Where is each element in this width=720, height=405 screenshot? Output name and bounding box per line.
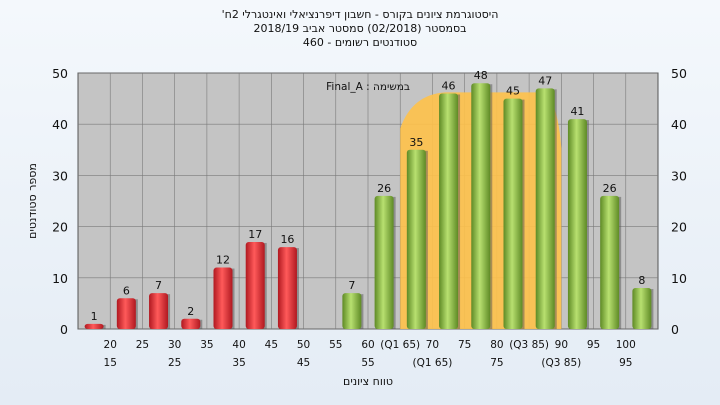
bar bbox=[149, 293, 169, 329]
bar-value-label: 12 bbox=[216, 254, 230, 267]
bar-value-label: 1 bbox=[91, 310, 98, 323]
x-tick-label: 75 bbox=[458, 339, 471, 351]
x-tick-label: 95 bbox=[587, 339, 600, 351]
x-tick-label: 15 bbox=[104, 357, 117, 369]
x-tick-label: 100 bbox=[616, 339, 636, 351]
bar-value-label: 35 bbox=[409, 136, 423, 149]
chart-title-line-2: בסמסטר (02/2018) סמסטר אביב 2018/19 bbox=[253, 22, 467, 35]
bar bbox=[406, 149, 426, 329]
x-tick-label: (Q1 65) bbox=[413, 357, 453, 369]
x-tick-label: 55 bbox=[361, 357, 374, 369]
bar-value-label: 45 bbox=[506, 85, 520, 98]
bar bbox=[277, 247, 297, 329]
x-tick-label: 40 bbox=[232, 339, 245, 351]
bar-value-label: 48 bbox=[474, 69, 488, 82]
x-tick-label: 35 bbox=[200, 339, 213, 351]
bar-value-label: 41 bbox=[570, 105, 584, 118]
bar bbox=[439, 93, 459, 329]
x-tick-label: 50 bbox=[297, 339, 310, 351]
bar bbox=[374, 195, 394, 329]
x-tick-label: 90 bbox=[555, 339, 568, 351]
chart-title-line-1: 'היסטוגרמת ציונים בקורס - חשבון דיפרנציא… bbox=[221, 8, 499, 21]
x-tick-label: 70 bbox=[426, 339, 439, 351]
x-tick-label: 25 bbox=[168, 357, 181, 369]
bar-value-label: 8 bbox=[638, 274, 645, 287]
x-tick-label: 45 bbox=[265, 339, 278, 351]
x-tick-label: 25 bbox=[136, 339, 149, 351]
bar bbox=[342, 293, 362, 329]
y-tick-left: 0 bbox=[60, 322, 68, 337]
bar-value-label: 26 bbox=[377, 182, 391, 195]
bar-value-label: 47 bbox=[538, 74, 552, 87]
chart-title-line-3: סטודנטים רשומים - 460 bbox=[302, 36, 418, 49]
y-tick-right: 50 bbox=[671, 66, 687, 81]
x-tick-label: 95 bbox=[619, 357, 632, 369]
annotation-text: Final_A : במשימה bbox=[326, 81, 410, 93]
bar bbox=[213, 267, 233, 329]
bar bbox=[84, 323, 104, 329]
x-tick-label: 45 bbox=[297, 357, 310, 369]
y-tick-left: 20 bbox=[52, 220, 68, 235]
x-tick-label: 75 bbox=[490, 357, 503, 369]
x-tick-label: (Q3 85) bbox=[541, 357, 581, 369]
y-tick-left: 50 bbox=[52, 66, 68, 81]
y-tick-right: 0 bbox=[671, 322, 679, 337]
y-tick-right: 20 bbox=[671, 220, 687, 235]
y-tick-left: 10 bbox=[52, 271, 68, 286]
x-tick-label: 60 bbox=[361, 339, 374, 351]
y-axis-label: מספר סטודנטים bbox=[26, 163, 39, 239]
y-tick-right: 30 bbox=[671, 168, 687, 183]
bar bbox=[181, 318, 201, 329]
bar-value-label: 2 bbox=[187, 305, 194, 318]
bar bbox=[535, 88, 555, 329]
bar-value-label: 7 bbox=[155, 279, 162, 292]
x-axis-label: טווח ציונים bbox=[343, 375, 393, 388]
x-tick-label: (Q1 65) bbox=[380, 339, 420, 351]
x-tick-label: (Q3 85) bbox=[509, 339, 549, 351]
bar bbox=[471, 83, 491, 330]
y-tick-left: 40 bbox=[52, 117, 68, 132]
bar bbox=[600, 195, 620, 329]
y-tick-right: 40 bbox=[671, 117, 687, 132]
y-tick-right: 10 bbox=[671, 271, 687, 286]
bar-value-label: 6 bbox=[123, 284, 130, 297]
bar bbox=[245, 241, 265, 329]
bar bbox=[503, 98, 523, 329]
bar bbox=[632, 288, 652, 329]
y-tick-left: 30 bbox=[52, 168, 68, 183]
bar-value-label: 26 bbox=[603, 182, 617, 195]
bar-value-label: 17 bbox=[248, 228, 262, 241]
x-tick-label: 20 bbox=[104, 339, 117, 351]
bar bbox=[567, 119, 587, 329]
x-tick-label: 30 bbox=[168, 339, 181, 351]
bar-value-label: 16 bbox=[280, 233, 294, 246]
x-tick-label: 35 bbox=[232, 357, 245, 369]
bar-value-label: 46 bbox=[442, 79, 456, 92]
x-tick-label: 55 bbox=[329, 339, 342, 351]
bar bbox=[116, 298, 136, 329]
x-tick-label: 80 bbox=[490, 339, 503, 351]
bar-value-label: 7 bbox=[348, 279, 355, 292]
